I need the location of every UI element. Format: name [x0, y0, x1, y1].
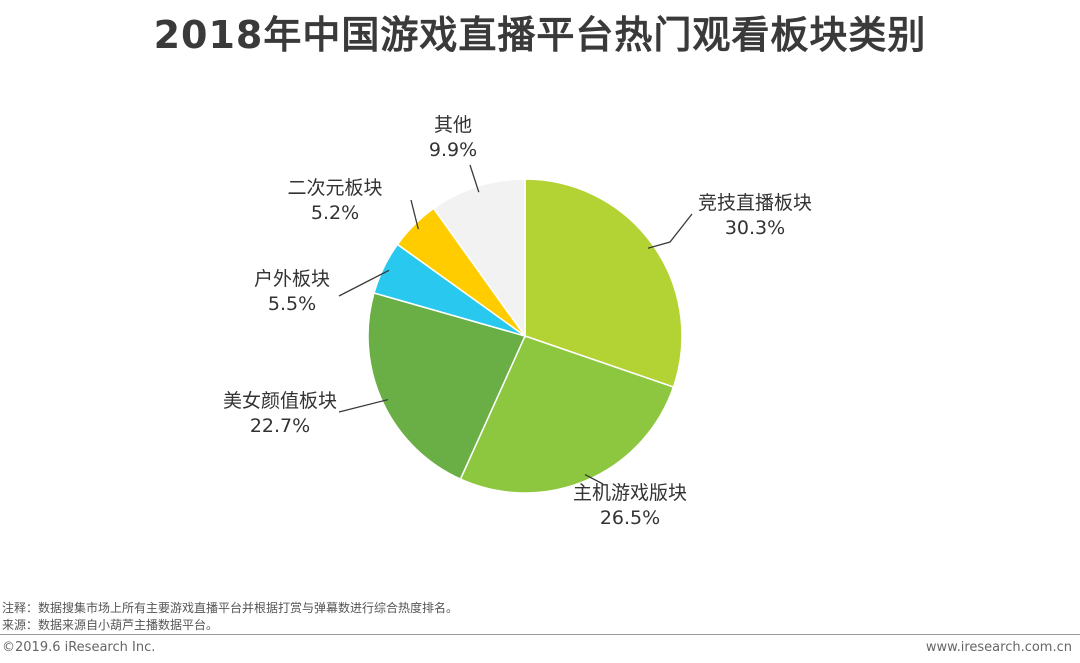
leader-line [410, 199, 419, 230]
pie-slices [367, 178, 683, 494]
footer-divider [0, 634, 1080, 635]
slice-name-label: 美女颜值板块 [223, 390, 337, 412]
leader-line [584, 474, 604, 485]
pie-slice [459, 335, 675, 494]
source-text: 来源：数据来源自小葫芦主播数据平台。 [2, 618, 219, 632]
leader-line [469, 164, 480, 193]
leader-line [647, 213, 693, 249]
slice-value-label: 30.3% [725, 217, 785, 239]
slice-value-label: 5.5% [268, 293, 316, 315]
website-text: www.iresearch.com.cn [925, 640, 1072, 655]
leader-line [338, 398, 389, 413]
pie-slice [524, 178, 683, 388]
slice-value-label: 26.5% [600, 507, 660, 529]
chart-title: 2018年中国游戏直播平台热门观看板块类别 [153, 13, 927, 57]
slice-name-label: 主机游戏版块 [573, 482, 687, 504]
note-text: 注释：数据搜集市场上所有主要游戏直播平台并根据打赏与弹幕数进行综合热度排名。 [2, 601, 459, 615]
slice-value-label: 9.9% [429, 139, 477, 161]
slice-value-label: 5.2% [311, 202, 359, 224]
slice-name-label: 二次元板块 [287, 177, 382, 199]
pie-chart: 竞技直播板块 30.3% 主机游戏版块 26.5% 美女颜值板块 22.7% 户外板块 5.5… [223, 114, 812, 529]
copyright-text: ©2019.6 iResearch Inc. [2, 640, 156, 655]
slice-name-label: 竞技直播板块 [698, 192, 812, 214]
slice-value-label: 22.7% [250, 415, 310, 437]
leader-lines [338, 164, 693, 485]
slice-labels: 竞技直播板块 30.3% 主机游戏版块 26.5% 美女颜值板块 22.7% 户外板块 5.5… [223, 114, 812, 529]
slice-name-label: 其他 [434, 114, 472, 136]
leader-line [338, 269, 390, 297]
pie-slice [367, 292, 527, 481]
slice-name-label: 户外板块 [254, 268, 330, 290]
